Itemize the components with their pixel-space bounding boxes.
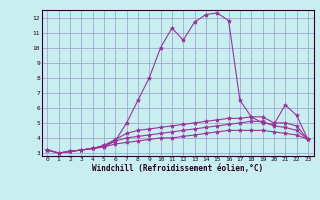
X-axis label: Windchill (Refroidissement éolien,°C): Windchill (Refroidissement éolien,°C) (92, 164, 263, 173)
